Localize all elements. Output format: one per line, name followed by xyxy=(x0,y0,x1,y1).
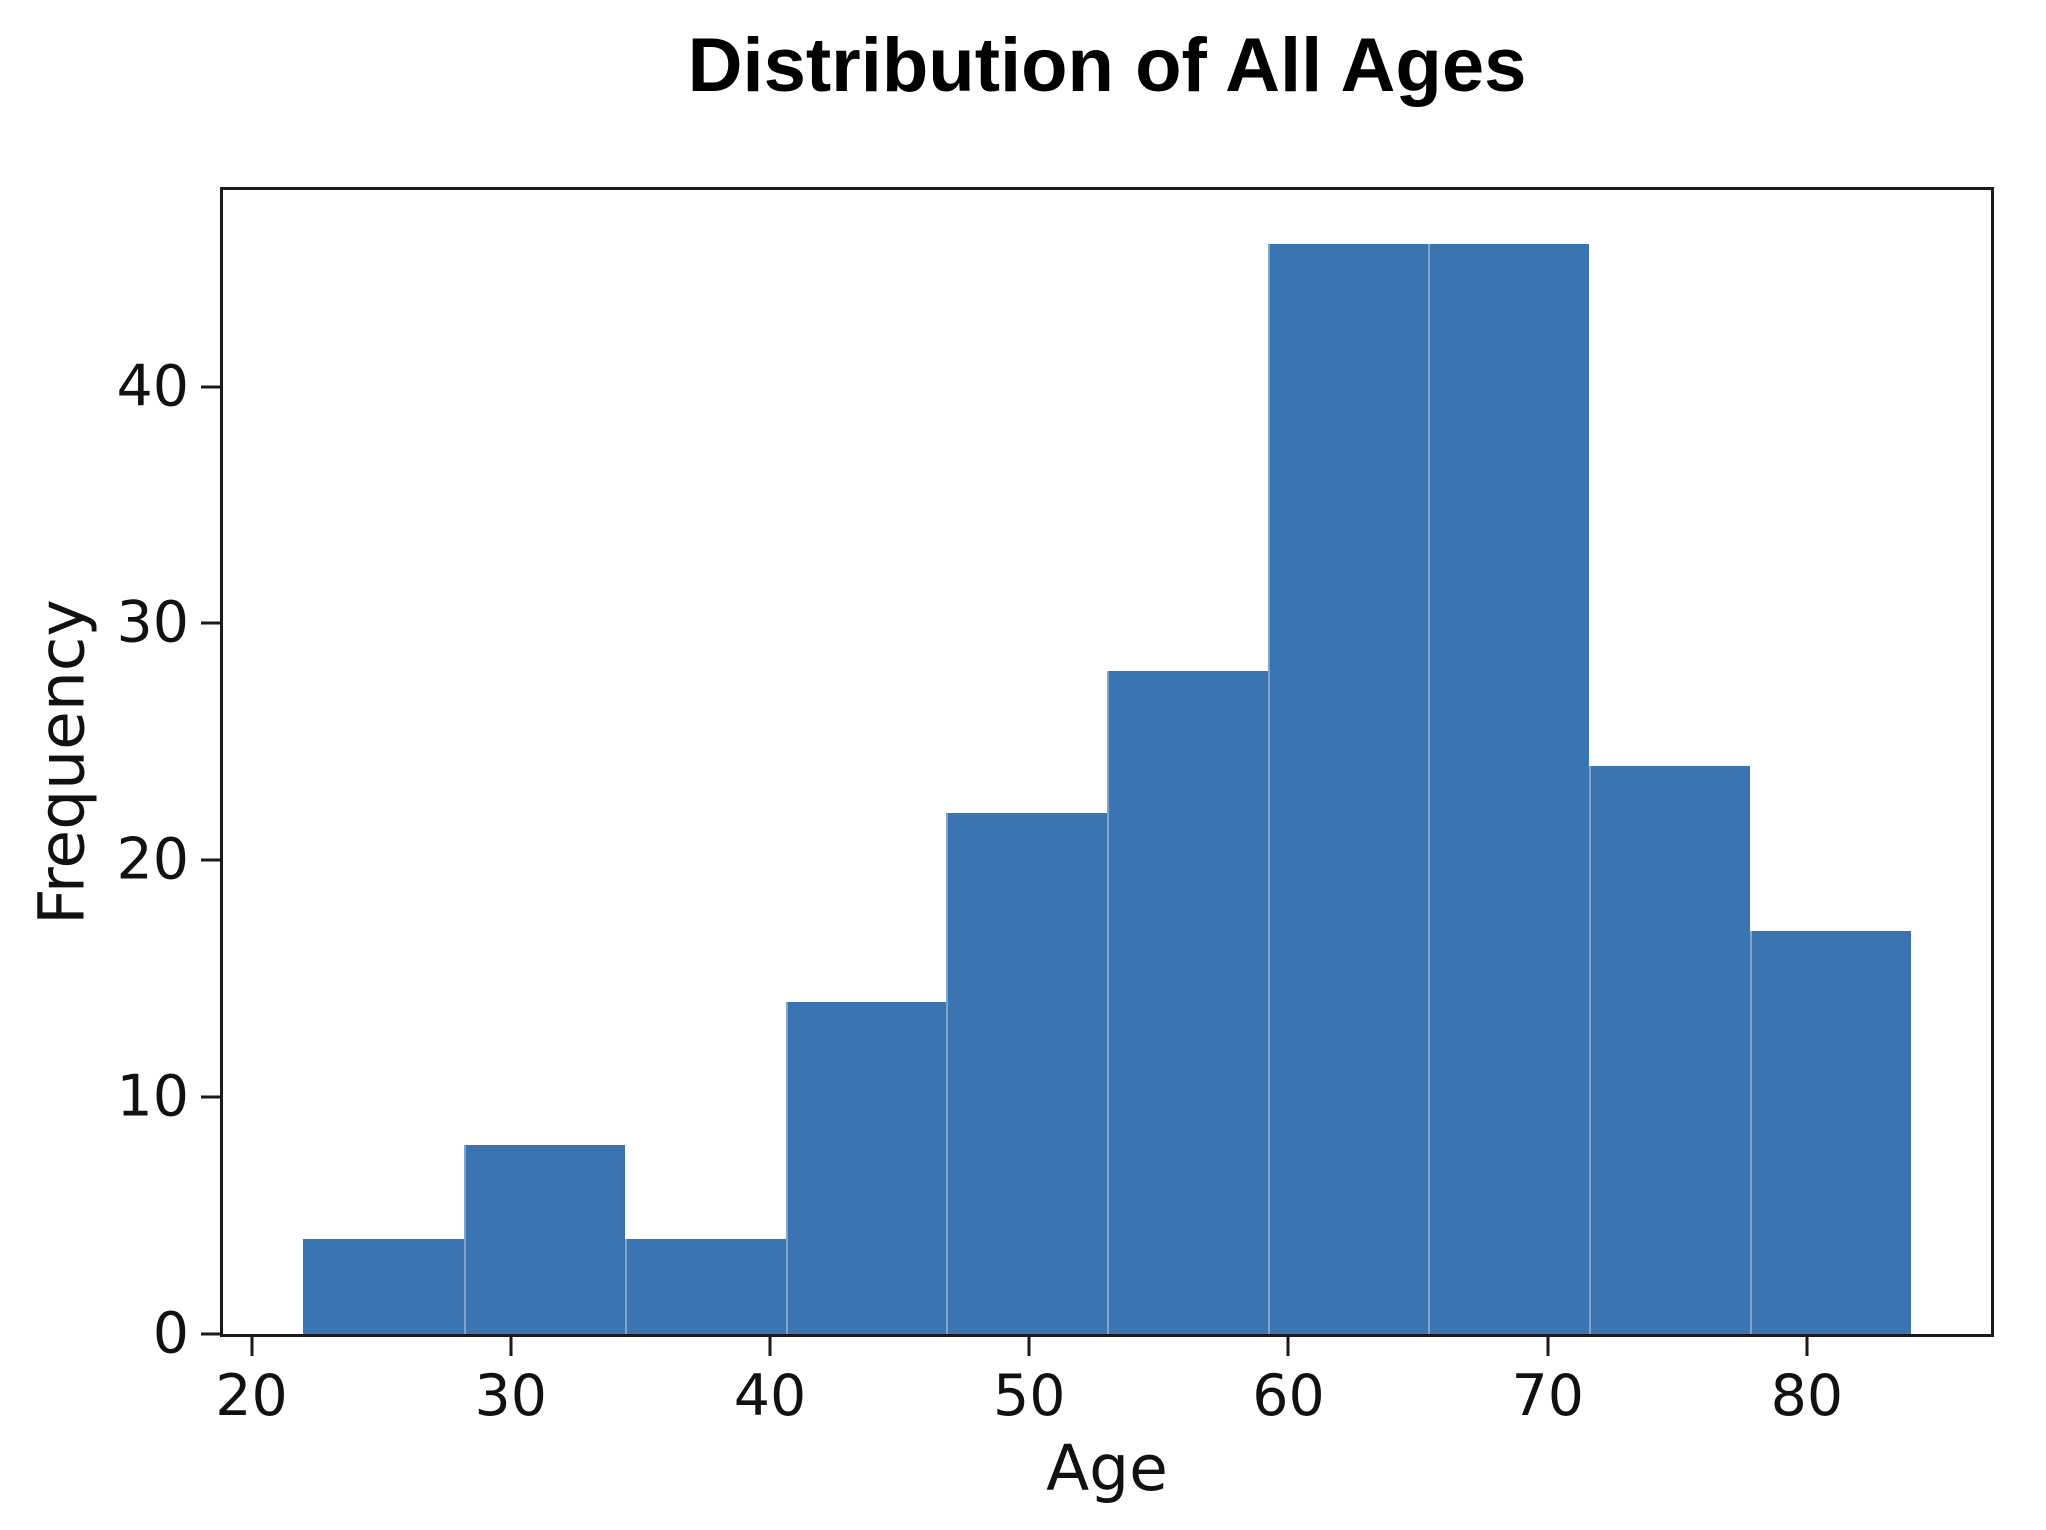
histogram-bar xyxy=(303,1239,465,1334)
y-tick xyxy=(201,858,220,862)
x-tick-label: 70 xyxy=(1511,1363,1584,1429)
plot-area: 20 30 40 50 60 70 80 0 10 20 30 40 xyxy=(116,187,1994,1425)
y-tick xyxy=(201,1095,220,1099)
histogram-bar xyxy=(1107,670,1268,1334)
x-tick xyxy=(250,1337,254,1356)
x-tick xyxy=(1286,1337,1290,1356)
histogram-bar xyxy=(1267,244,1429,1334)
x-tick xyxy=(1546,1337,1550,1356)
x-tick-label: 60 xyxy=(1252,1363,1325,1429)
histogram-bar xyxy=(1749,931,1911,1334)
histogram-bar xyxy=(464,1144,625,1334)
chart-title: Distribution of All Ages xyxy=(687,23,1527,108)
y-tick xyxy=(201,385,220,389)
histogram-bar xyxy=(1589,765,1750,1334)
x-tick xyxy=(1027,1337,1031,1356)
y-tick-label: 0 xyxy=(152,1300,189,1367)
y-tick xyxy=(201,1332,220,1336)
y-tick xyxy=(201,621,220,625)
histogram-bar xyxy=(946,812,1107,1334)
y-tick-label: 30 xyxy=(116,589,189,656)
x-tick-label: 40 xyxy=(733,1363,807,1429)
x-tick-label: 80 xyxy=(1770,1363,1844,1429)
x-tick-label: 50 xyxy=(992,1363,1066,1429)
x-tick xyxy=(768,1337,772,1356)
y-tick-label: 40 xyxy=(116,353,189,420)
y-tick-label: 20 xyxy=(116,826,189,893)
x-axis-label: Age xyxy=(1046,1432,1168,1505)
x-tick-label: 30 xyxy=(474,1363,548,1429)
x-tick xyxy=(509,1337,513,1356)
histogram-bar xyxy=(785,1002,947,1334)
x-tick xyxy=(1805,1337,1809,1356)
histogram-bar xyxy=(624,1239,786,1334)
y-tick-label: 10 xyxy=(116,1063,189,1130)
y-axis-label: Frequency xyxy=(25,599,99,925)
histogram-bar xyxy=(1428,244,1590,1334)
x-tick-label: 20 xyxy=(215,1363,288,1429)
